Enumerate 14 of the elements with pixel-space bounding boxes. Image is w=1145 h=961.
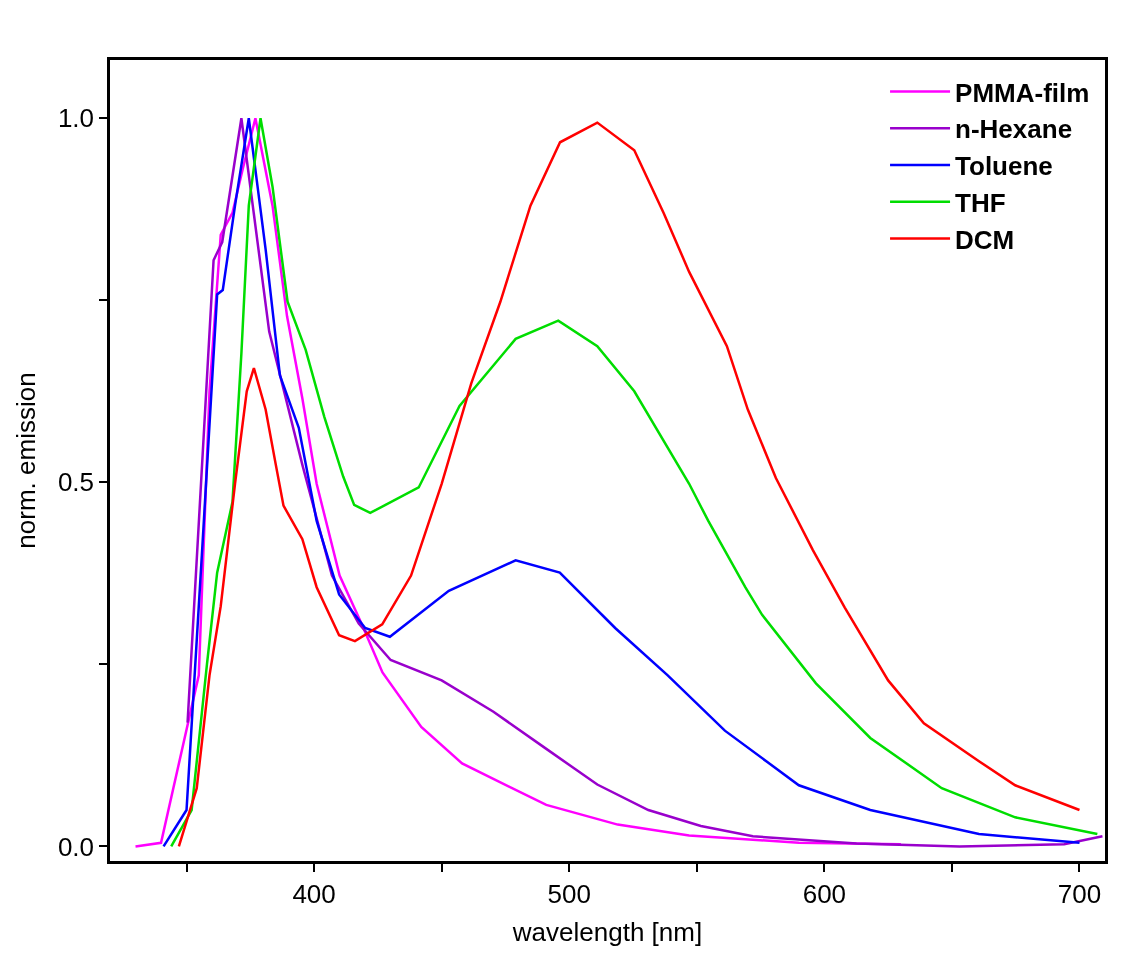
y-tick-label: 0.0 bbox=[57, 831, 95, 862]
x-tick-label: 700 bbox=[1057, 878, 1102, 909]
x-tick-label: 500 bbox=[547, 878, 591, 909]
y-axis-title: norm. emission bbox=[11, 372, 42, 549]
y-tick-label: 0.5 bbox=[57, 467, 95, 498]
y-tick-label: 1.0 bbox=[57, 103, 95, 134]
legend-label: PMMA-film bbox=[955, 77, 1090, 108]
x-tick-label: 600 bbox=[802, 878, 847, 909]
legend-label: THF bbox=[955, 187, 1006, 218]
x-tick-label: 400 bbox=[292, 878, 336, 909]
x-axis-title: wavelength [nm] bbox=[511, 916, 703, 947]
legend-label: DCM bbox=[955, 224, 1015, 255]
legend-label: n-Hexane bbox=[955, 114, 1073, 145]
legend-label: Toluene bbox=[955, 151, 1053, 182]
